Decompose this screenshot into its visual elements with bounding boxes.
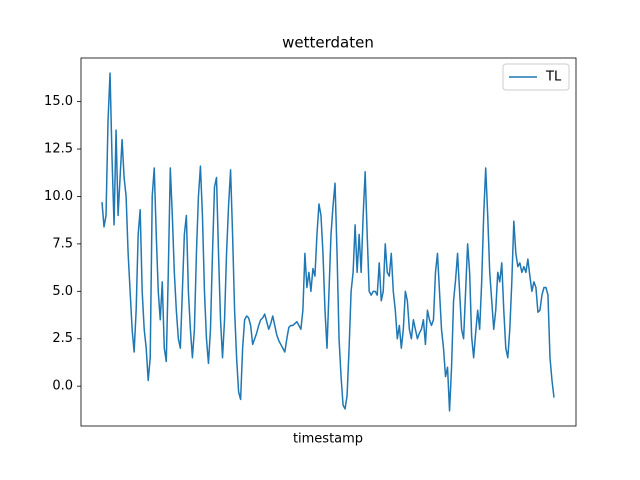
y-tick-label: 10.0 (44, 189, 73, 204)
y-tick-label: 2.5 (52, 331, 73, 346)
legend-label: TL (545, 70, 562, 85)
y-tick-label: 12.5 (44, 142, 73, 157)
y-tick-label: 0.0 (52, 379, 73, 394)
data-line (101, 72, 555, 412)
chart-title: wetterdaten (282, 34, 374, 52)
plot-frame (80, 57, 577, 427)
y-tick-label: 7.5 (52, 236, 73, 251)
y-tick-label: 15.0 (44, 94, 73, 109)
y-tick-label: 5.0 (52, 284, 73, 299)
x-axis-label: timestamp (293, 432, 363, 447)
